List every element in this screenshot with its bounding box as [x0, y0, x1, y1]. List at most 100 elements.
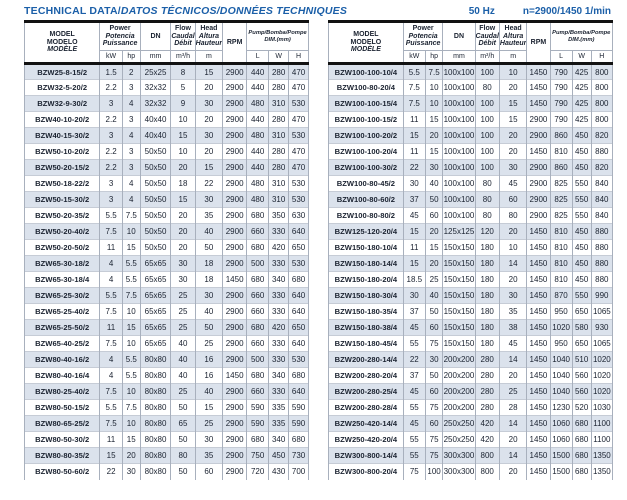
value-cell: 330 [268, 383, 290, 400]
value-cell: 2900 [526, 175, 551, 192]
value-cell: 4 [99, 367, 123, 384]
value-cell: 680 [571, 415, 592, 432]
value-cell: 280 [268, 79, 290, 96]
value-cell: 1020 [590, 351, 614, 368]
value-cell: 60 [424, 383, 444, 400]
value-cell: 80x80 [139, 447, 172, 464]
value-cell: 720 [246, 463, 270, 480]
value-cell: 560 [571, 367, 592, 384]
value-cell: 18 [170, 175, 196, 192]
value-cell: 37 [402, 367, 426, 384]
value-cell: 1060 [549, 431, 573, 448]
value-cell: 660 [246, 383, 270, 400]
value-cell: 800 [590, 62, 614, 80]
value-cell: 330 [268, 223, 290, 240]
value-cell: 680 [246, 319, 270, 336]
value-cell: 1020 [549, 319, 573, 336]
model-cell: BZW100-80-45/2 [328, 175, 404, 192]
table-row: BZW50-20-35/2 5.5 7.5 50x50 20 35 2900 680 350 63… [23, 207, 309, 224]
value-cell: 30 [194, 191, 224, 208]
value-cell: 100x100 [442, 207, 476, 224]
model-cell: BZW65-25-50/2 [23, 319, 101, 336]
table-row: BZW100-100-15/4 7.5 10 100x100 100 15 1450 790 4… [328, 95, 614, 112]
value-cell: 280 [474, 367, 500, 384]
value-cell: 590 [288, 399, 309, 416]
page-title: TECHNICAL DATA/DATOS TÉCNICOS/DONNÉES TE… [24, 5, 347, 17]
value-cell: 80 [474, 191, 500, 208]
table-row: BZW100-100-30/2 22 30 100x100 100 30 2900 860 45… [328, 159, 614, 176]
value-cell: 300x300 [442, 447, 476, 464]
value-cell: 100 [474, 127, 500, 144]
value-cell: 440 [246, 159, 270, 176]
value-cell: 1450 [526, 95, 551, 112]
value-cell: 340 [268, 431, 290, 448]
value-cell: 60 [424, 207, 444, 224]
value-cell: 20 [498, 223, 528, 240]
value-cell: 150x150 [442, 335, 476, 352]
value-cell: 10 [121, 383, 141, 400]
value-cell: 25 [194, 415, 224, 432]
value-cell: 2900 [222, 287, 248, 304]
value-cell: 1450 [526, 303, 551, 320]
model-cell: BZW150-180-45/4 [328, 335, 404, 352]
value-cell: 100 [474, 143, 500, 160]
value-cell: 1450 [526, 143, 551, 160]
dimensions-column-header: Pump/Bomba/Pompe DIM.(mm) [549, 21, 614, 51]
value-cell: 2900 [222, 431, 248, 448]
model-column-header: MODEL MODELO MODÈLE [23, 21, 101, 64]
value-cell: 2900 [222, 399, 248, 416]
model-cell: BZW200-280-28/4 [328, 399, 404, 416]
value-cell: 1450 [526, 79, 551, 96]
value-cell: 330 [268, 287, 290, 304]
value-cell: 4 [99, 255, 123, 272]
value-cell: 660 [246, 335, 270, 352]
model-cell: BZW100-100-10/4 [328, 62, 404, 80]
value-cell: 30 [498, 287, 528, 304]
value-cell: 80 [474, 79, 500, 96]
value-cell: 7.5 [121, 399, 141, 416]
value-cell: 930 [590, 319, 614, 336]
model-column-header: MODEL MODELO MODÈLE [328, 21, 404, 64]
value-cell: 20 [498, 271, 528, 288]
value-cell: 420 [268, 239, 290, 256]
value-cell: 3 [121, 79, 141, 96]
flow-column-header: Flow Caudal Débit [474, 21, 500, 51]
value-cell: 30 [170, 271, 196, 288]
table-row: BZW65-40-25/2 7.5 10 65x65 40 25 2900 660 330 640 [23, 335, 309, 352]
value-cell: 15 [424, 143, 444, 160]
value-cell: 1450 [526, 62, 551, 80]
unit-mm: mm [139, 50, 172, 64]
value-cell: 2900 [526, 207, 551, 224]
value-cell: 2900 [222, 95, 248, 112]
value-cell: 65x65 [139, 335, 172, 352]
value-cell: 350 [268, 207, 290, 224]
value-cell: 2900 [222, 175, 248, 192]
table-row: BZW250-420-14/4 45 60 250x250 420 14 1450 1060 6… [328, 415, 614, 432]
value-cell: 20 [424, 127, 444, 144]
value-cell: 550 [571, 287, 592, 304]
value-cell: 7.5 [99, 383, 123, 400]
value-cell: 2900 [222, 62, 248, 80]
value-cell: 950 [549, 303, 573, 320]
model-cell: BZW150-180-38/4 [328, 319, 404, 336]
value-cell: 150x150 [442, 271, 476, 288]
value-cell: 680 [571, 447, 592, 464]
value-cell: 330 [268, 255, 290, 272]
frequency-label: 50 Hz [468, 6, 495, 17]
value-cell: 2900 [222, 351, 248, 368]
model-cell: BZW50-20-40/2 [23, 223, 101, 240]
value-cell: 20 [121, 447, 141, 464]
value-cell: 15 [402, 127, 426, 144]
value-cell: 5.5 [99, 207, 123, 224]
rpm-column-header: RPM [526, 21, 551, 64]
value-cell: 60 [498, 191, 528, 208]
model-cell: BZW200-280-25/4 [328, 383, 404, 400]
value-cell: 470 [288, 79, 309, 96]
value-cell: 1350 [590, 463, 614, 480]
value-cell: 100x100 [442, 111, 476, 128]
value-cell: 2900 [222, 303, 248, 320]
value-cell: 80x80 [139, 415, 172, 432]
value-cell: 80x80 [139, 367, 172, 384]
table-row: BZW40-10-20/2 2.2 3 40x40 10 20 2900 440 280 470 [23, 111, 309, 128]
model-cell: BZW100-100-30/2 [328, 159, 404, 176]
